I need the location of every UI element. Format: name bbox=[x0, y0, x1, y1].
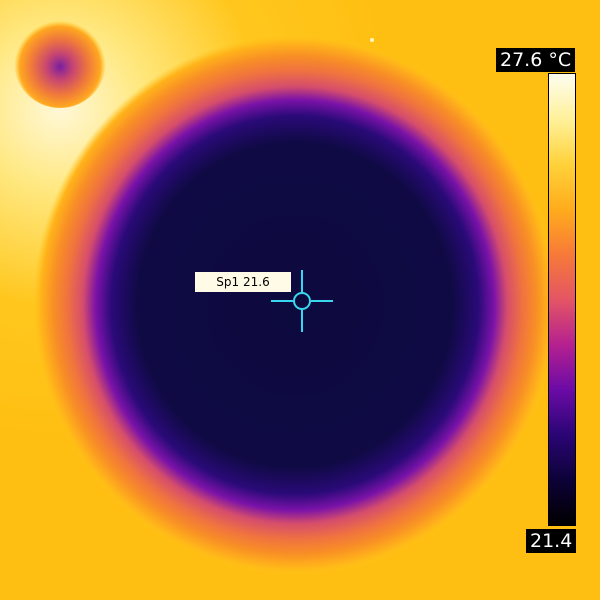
temperature-scale-bar bbox=[548, 73, 576, 526]
crosshair-ring bbox=[293, 292, 311, 310]
tiny-hot-dot bbox=[370, 38, 374, 42]
scale-min-label: 21.4 bbox=[526, 529, 577, 553]
spot-measurement-label: Sp1 21.6 bbox=[195, 272, 291, 292]
scale-max-label: 27.6 °C bbox=[496, 48, 576, 72]
spot-crosshair-icon[interactable] bbox=[271, 270, 333, 332]
small-cold-spot bbox=[14, 16, 106, 108]
